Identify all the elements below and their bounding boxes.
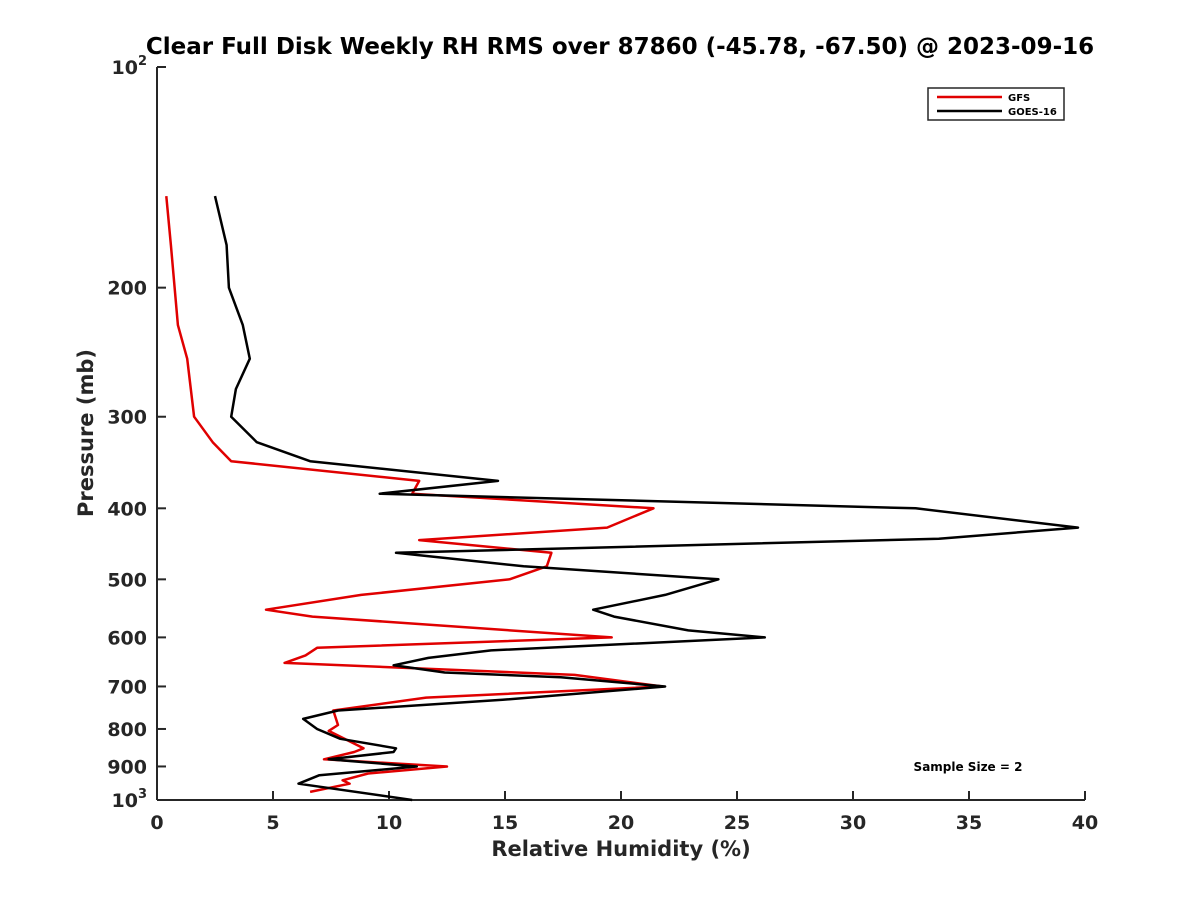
chart-title: Clear Full Disk Weekly RH RMS over 87860…: [146, 34, 1094, 60]
x-tick-label: 30: [840, 812, 866, 834]
y-axis-ticks: 102 200 300 400 500 600 700 800 900 103: [107, 54, 166, 812]
legend-label-gfs: GFS: [1008, 93, 1030, 104]
y-tick-label: 500: [107, 569, 147, 591]
series-line-gfs: [165, 195, 665, 794]
legend: GFS GOES-16: [927, 87, 1065, 121]
x-tick-label: 25: [724, 812, 750, 834]
y-tick-label: 103: [112, 787, 148, 812]
y-axis-label: Pressure (mb): [74, 349, 98, 517]
legend-box: [927, 87, 1065, 121]
x-tick-label: 0: [150, 812, 163, 834]
x-tick-label: 5: [266, 812, 279, 834]
x-tick-label: 20: [608, 812, 634, 834]
x-tick-label: 15: [492, 812, 518, 834]
x-axis-ticks: 0 5 10 15 20 25 30 35 40: [150, 791, 1098, 834]
y-tick-label: 900: [107, 756, 147, 778]
y-tick-label: 700: [107, 676, 147, 698]
x-tick-label: 35: [956, 812, 982, 834]
legend-label-goes16: GOES-16: [1008, 107, 1057, 118]
y-tick-label: 102: [112, 54, 148, 79]
x-tick-label: 10: [376, 812, 402, 834]
series-lines: [165, 195, 1080, 802]
y-tick-label: 600: [107, 627, 147, 649]
y-tick-label: 300: [107, 407, 147, 429]
series-line-goes16: [213, 195, 1080, 802]
y-tick-label: 200: [107, 278, 147, 300]
x-tick-label: 40: [1072, 812, 1098, 834]
y-tick-label: 800: [107, 719, 147, 741]
y-tick-label: 400: [107, 498, 147, 520]
sample-size-annotation: Sample Size = 2: [914, 760, 1023, 774]
x-axis-label: Relative Humidity (%): [491, 837, 750, 861]
